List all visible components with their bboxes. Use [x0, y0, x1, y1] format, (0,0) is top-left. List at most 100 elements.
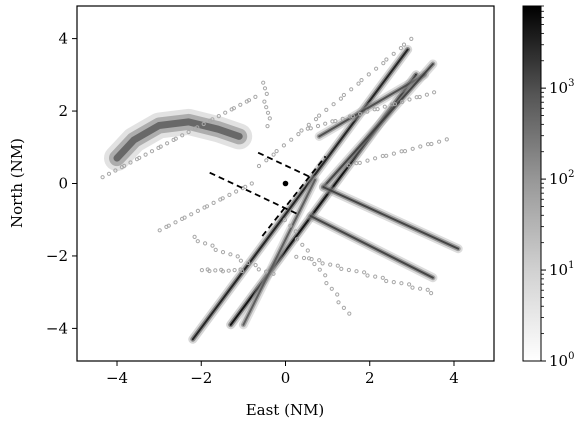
scatter-marker: [373, 156, 378, 161]
scatter-marker: [429, 291, 434, 296]
colorbar-tick-label: 100: [549, 351, 574, 370]
scatter-marker: [195, 208, 200, 213]
scatter-marker: [409, 36, 414, 42]
scatter-marker: [253, 263, 258, 268]
scatter-marker: [333, 119, 338, 124]
scatter-marker: [265, 110, 271, 115]
scatter-marker: [339, 266, 344, 271]
scatter-marker: [165, 141, 170, 146]
scatter-marker: [391, 51, 396, 56]
scatter-marker: [201, 121, 206, 127]
scatter-marker: [357, 160, 362, 165]
scatter-marker: [106, 171, 112, 176]
scatter-marker: [253, 94, 258, 100]
scatter-marker: [301, 255, 307, 261]
x-tick-label: 0: [281, 369, 291, 387]
scatter-marker: [210, 117, 215, 122]
scatter-marker: [238, 258, 243, 263]
scatter-marker: [444, 137, 449, 142]
scatter-marker: [362, 270, 367, 275]
density-feature-3: [314, 70, 429, 141]
scatter-marker: [243, 184, 248, 189]
scatter-marker: [312, 261, 317, 267]
scatter-marker: [128, 160, 133, 165]
scatter-marker: [384, 57, 389, 62]
y-tick-label: 4: [58, 30, 68, 48]
scatter-marker: [271, 152, 276, 157]
scatter-marker: [220, 250, 226, 255]
density-feature-1: [188, 45, 413, 344]
scatter-marker: [213, 247, 218, 252]
x-axis-label: East (NM): [246, 401, 325, 419]
scatter-marker: [296, 132, 301, 137]
scatter-marker: [232, 268, 237, 273]
scatter-marker: [246, 260, 251, 265]
scatter-marker: [261, 80, 266, 85]
scatter-marker: [418, 286, 423, 291]
scatter-marker: [166, 223, 171, 228]
scatter-marker: [231, 106, 236, 111]
scatter-marker: [308, 126, 313, 131]
scatter-marker: [182, 215, 187, 220]
y-tick-label: −4: [46, 319, 68, 337]
scatter-marker: [354, 269, 359, 274]
scatter-marker: [305, 248, 310, 253]
scatter-marker: [380, 153, 385, 159]
scatter-marker: [429, 141, 434, 147]
x-axis-ticks: −4 −2 0 2 4: [106, 361, 459, 387]
density-core: [113, 118, 243, 162]
scatter-marker: [313, 117, 319, 122]
dashed-line: [209, 171, 299, 216]
scatter-marker: [336, 300, 341, 305]
scatter-marker: [158, 144, 163, 149]
scatter-marker: [356, 81, 361, 86]
scatter-marker: [294, 254, 299, 259]
scatter-marker: [432, 90, 437, 95]
scatter-marker: [425, 287, 430, 292]
scatter-marker: [211, 200, 216, 205]
scatter-marker: [373, 274, 378, 279]
density-feature-7: [238, 175, 320, 330]
density-feature-5: [318, 182, 463, 254]
density-core: [309, 215, 434, 279]
scatter-marker: [234, 189, 239, 194]
scatter-marker: [424, 92, 429, 97]
scatter-marker: [384, 153, 389, 158]
scatter-marker: [228, 252, 233, 257]
scatter-marker: [358, 111, 363, 117]
scatter-marker: [365, 158, 370, 163]
y-axis-ticks: −4 −2 0 2 4: [46, 30, 77, 337]
scatter-marker: [425, 142, 431, 147]
x-tick-label: −2: [190, 369, 212, 387]
density-core: [191, 48, 409, 341]
scatter-marker: [265, 124, 270, 129]
scatter-marker: [320, 261, 325, 266]
scatter-marker: [293, 229, 298, 234]
scatter-marker: [274, 149, 279, 154]
scatter-marker: [328, 262, 333, 267]
scatter-marker: [199, 268, 204, 273]
scatter-marker: [213, 268, 218, 273]
scatter-marker: [189, 212, 194, 217]
scatter-marker: [264, 91, 269, 97]
scatter-marker: [407, 282, 412, 287]
scatter-marker: [220, 196, 225, 201]
scatter-marker: [391, 151, 396, 156]
colorbar-tick-label: 101: [549, 260, 574, 279]
scatter-marker: [282, 217, 287, 223]
scatter-marker: [317, 258, 322, 263]
scatter-marker: [157, 228, 162, 233]
scatter-marker: [380, 275, 385, 280]
scatter-marker: [143, 152, 148, 157]
colorbar-tick-label: 103: [549, 78, 574, 97]
scatter-marker: [180, 133, 185, 138]
center-point: [282, 180, 289, 187]
scatter-marker: [220, 269, 225, 274]
density-core: [322, 63, 434, 189]
scatter-marker: [271, 271, 276, 276]
scatter-marker: [100, 175, 105, 180]
scatter-marker: [315, 123, 321, 129]
scatter-marker: [329, 286, 334, 291]
scatter-marker: [407, 97, 412, 102]
scatter-marker: [417, 94, 422, 100]
